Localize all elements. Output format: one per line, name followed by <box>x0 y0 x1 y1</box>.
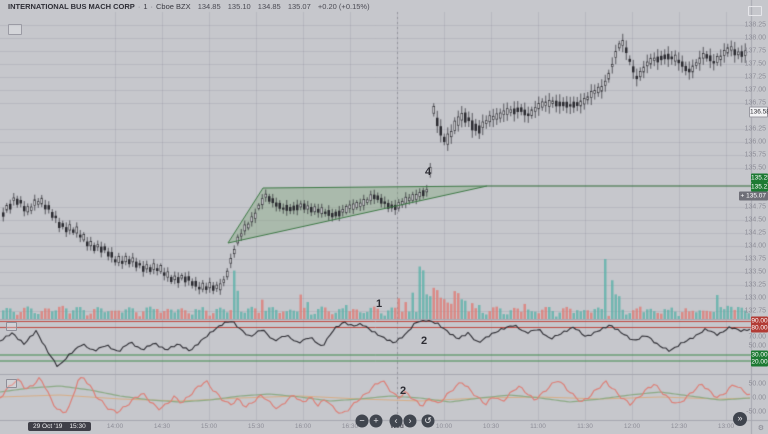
scroll-left-button[interactable]: ‹ <box>389 414 403 428</box>
symbol-header[interactable]: INTERNATIONAL BUS MACH CORP · 1 · Cboe BZX 1… <box>8 2 370 11</box>
header-separator-2: · <box>150 2 153 11</box>
zoom-in-button[interactable]: + <box>369 414 383 428</box>
exchange-label: Cboe BZX <box>155 2 191 11</box>
time-label: 15:30 <box>69 423 86 430</box>
date-label: 29 Oct '19 <box>33 423 63 430</box>
go-to-realtime-button[interactable]: » <box>733 412 747 426</box>
ohlc-change: +0.20 (+0.15%) <box>317 2 370 11</box>
osc-pane-maximize-icon[interactable] <box>6 379 17 388</box>
timezone-settings-icon[interactable]: ⚙ <box>757 425 764 432</box>
rsi-pane-maximize-icon[interactable] <box>6 322 17 331</box>
ohlc-low: 134.85 <box>257 2 281 11</box>
ohlc-close: 135.07 <box>287 2 311 11</box>
ohlc-high: 135.10 <box>227 2 251 11</box>
ohlc-open: 134.85 <box>197 2 221 11</box>
date-time-box[interactable]: 29 Oct '19 15:30 <box>28 422 91 431</box>
scroll-right-button[interactable]: › <box>403 414 417 428</box>
zoom-out-button[interactable]: − <box>355 414 369 428</box>
reset-view-button[interactable]: ↺ <box>421 414 435 428</box>
symbol-name[interactable]: INTERNATIONAL BUS MACH CORP <box>8 2 135 11</box>
scale-settings-icon[interactable] <box>748 6 762 16</box>
interval-label[interactable]: 1 <box>143 2 148 11</box>
price-axis[interactable] <box>751 0 768 420</box>
legend-collapse-icon[interactable] <box>8 24 22 35</box>
header-separator-1: · <box>137 2 141 11</box>
